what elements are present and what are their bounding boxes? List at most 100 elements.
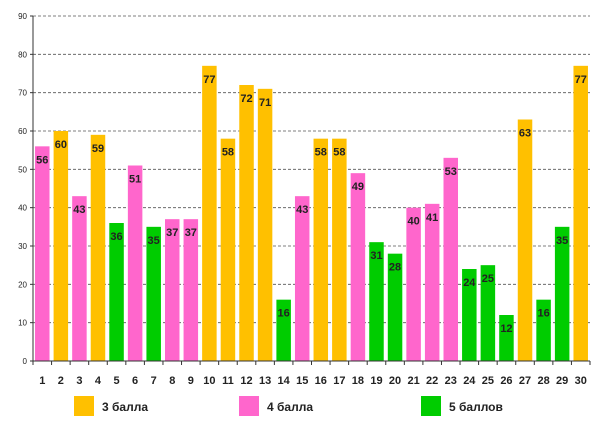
data-label-14: 16 [278,308,290,320]
data-label-19: 31 [370,250,382,262]
y-tick-label-0: 0 [23,357,28,366]
y-tick-label-20: 20 [18,280,27,289]
bar-8 [165,219,180,361]
bar-1 [35,146,50,361]
bar-5 [109,223,124,361]
x-tick-label-6: 6 [132,375,138,387]
x-tick-label-4: 4 [95,375,102,387]
bar-29 [554,226,570,361]
bar-10 [202,65,217,361]
legend-label-g3: 3 балла [102,400,148,414]
x-tick-label-5: 5 [113,375,119,387]
bar-7 [146,226,161,361]
x-tick-label-2: 2 [58,375,64,387]
bar-2 [53,131,69,361]
bar-4 [90,134,106,361]
data-label-30: 77 [575,74,587,86]
data-label-7: 35 [148,235,160,247]
x-tick-label-27: 27 [519,375,531,387]
bar-30 [573,65,588,361]
legend-swatch-g4 [239,396,259,416]
bar-28 [536,299,551,361]
legend-swatch-g3 [74,396,94,416]
data-label-21: 40 [407,216,419,228]
x-tick-label-13: 13 [259,375,271,387]
data-label-9: 37 [185,227,197,239]
x-tick-label-16: 16 [315,375,327,387]
x-tick-label-18: 18 [352,375,364,387]
y-tick-label-50: 50 [18,165,27,174]
x-tick-label-23: 23 [445,375,457,387]
bar-13 [257,88,273,361]
data-label-24: 24 [463,277,476,289]
bar-24 [462,269,477,361]
data-label-8: 37 [166,227,178,239]
data-label-3: 43 [73,204,85,216]
bar-27 [517,119,533,361]
legend-label-g4: 4 балла [267,400,313,414]
bar-9 [183,219,199,361]
data-label-25: 25 [482,273,494,285]
bar-25 [480,265,496,361]
x-tick-label-7: 7 [151,375,157,387]
legend-swatch-g5 [421,396,441,416]
data-label-16: 58 [315,147,327,159]
x-tick-label-14: 14 [278,375,291,387]
x-tick-label-15: 15 [296,375,308,387]
x-tick-label-24: 24 [463,375,476,387]
bar-21 [406,207,421,361]
y-tick-label-60: 60 [18,127,27,136]
data-label-1: 56 [36,154,48,166]
x-axis: 1 2 3 4 5 6 7 8 9 10 11 12 13 14 15 16 17 18 19 20 21 22 23 24 2… [32,360,591,387]
bar-12 [239,85,254,361]
data-label-2: 60 [55,139,67,151]
x-tick-label-8: 8 [169,375,175,387]
bar-3 [72,196,87,361]
y-tick-label-70: 70 [18,89,27,98]
data-label-23: 53 [445,166,457,178]
x-tick-label-29: 29 [556,375,568,387]
data-label-6: 51 [129,174,141,186]
x-tick-label-25: 25 [482,375,494,387]
data-label-27: 63 [519,128,531,140]
x-tick-label-26: 26 [500,375,512,387]
bar-6 [127,165,143,361]
x-tick-label-28: 28 [537,375,549,387]
data-label-13: 71 [259,97,271,109]
data-label-10: 77 [203,74,215,86]
grid-lines [33,15,590,324]
x-tick-label-30: 30 [575,375,587,387]
x-tick-label-21: 21 [407,375,419,387]
data-label-22: 41 [426,212,438,224]
x-tick-label-19: 19 [370,375,382,387]
x-tick-label-11: 11 [222,375,234,387]
bar-16 [313,138,329,361]
data-label-11: 58 [222,147,234,159]
x-tick-label-12: 12 [240,375,252,387]
bar-22 [424,203,440,361]
bars [35,65,588,361]
data-label-15: 43 [296,204,308,216]
data-label-5: 36 [110,231,122,243]
data-label-29: 35 [556,235,568,247]
bar-23 [443,157,458,361]
x-tick-label-1: 1 [39,375,45,387]
bar-11 [220,138,236,361]
y-axis: 0 10 20 30 40 50 60 70 80 90 [18,12,34,366]
bar-26 [499,315,514,361]
x-tick-label-3: 3 [76,375,82,387]
data-labels: 56 60 43 59 36 51 35 37 37 77 58 72 71 16 43 58 58 49 31 28… [36,74,587,335]
legend: 3 балла 4 балла 5 баллов [74,396,503,416]
x-tick-label-22: 22 [426,375,438,387]
x-tick-label-10: 10 [203,375,215,387]
x-tick-label-20: 20 [389,375,401,387]
y-tick-label-10: 10 [18,319,27,328]
y-tick-label-30: 30 [18,242,27,251]
x-tick-label-9: 9 [188,375,194,387]
y-tick-label-80: 80 [18,50,27,59]
legend-label-g5: 5 баллов [449,400,503,414]
data-label-17: 58 [333,147,345,159]
data-label-26: 12 [500,323,512,335]
data-label-18: 49 [352,181,364,193]
